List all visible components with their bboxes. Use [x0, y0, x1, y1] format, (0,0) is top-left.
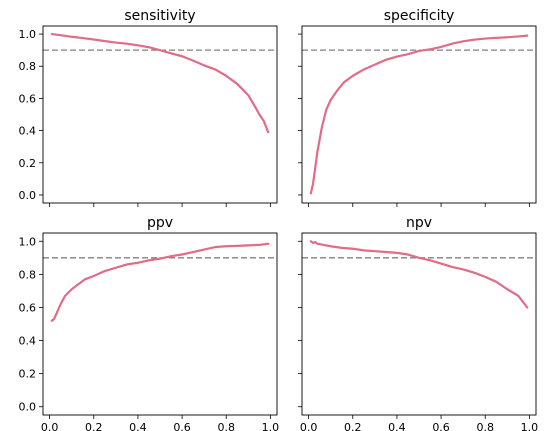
subplot-npv: npv 0.0 0.2 0.4 0.6 0.8 1.0 [298, 215, 538, 431]
series-line-ppv [50, 242, 270, 322]
axes-frame [301, 25, 537, 204]
y-tick-label: 0.6 [19, 92, 37, 105]
series-line-sensitivity [50, 32, 270, 134]
axes-frame [301, 232, 537, 416]
y-tick-label: 0.0 [19, 189, 37, 202]
y-tick-label: 0.2 [19, 368, 37, 381]
y-tick-label: 1.0 [19, 28, 37, 41]
x-tick-label: 0.4 [129, 421, 147, 431]
y-tick-label: 0.4 [19, 125, 37, 138]
x-tick-label: 0.6 [173, 421, 191, 431]
y-tick-label: 0.4 [19, 335, 37, 348]
x-tick-label: 0.0 [41, 421, 59, 431]
x-tick-label: 0.4 [388, 421, 406, 431]
subplot-sensitivity: sensitivity 0.0 0.2 0.4 0.6 0.8 1.0 [19, 8, 278, 207]
series-line-npv [309, 240, 529, 309]
x-tick-label: 0.6 [432, 421, 450, 431]
axes-frame [42, 232, 278, 416]
y-tick-label: 0.8 [19, 60, 37, 73]
y-tick-label: 0.6 [19, 301, 37, 314]
y-tick-label: 0.0 [19, 401, 37, 414]
y-tick-label: 1.0 [19, 235, 37, 248]
x-tick-label: 0.8 [476, 421, 494, 431]
y-tick-label: 0.2 [19, 157, 37, 170]
y-tick-label: 0.8 [19, 268, 37, 281]
x-tick-label: 0.2 [344, 421, 362, 431]
subplot-title: ppv [147, 215, 173, 231]
x-tick-label: 1.0 [521, 421, 539, 431]
subplot-title: specificity [384, 8, 455, 24]
subplot-title: sensitivity [124, 8, 195, 24]
subplot-title: npv [406, 215, 432, 231]
subplot-ppv: ppv 0.0 0.2 0.4 0.6 0.8 1.0 0.0 0.2 0.4 0.6 0.8 1.0 [19, 215, 280, 431]
subplot-specificity: specificity [298, 8, 537, 207]
x-tick-label: 0.8 [217, 421, 235, 431]
series-line-specificity [309, 34, 529, 195]
x-tick-label: 0.0 [300, 421, 318, 431]
axes-frame [42, 25, 278, 204]
x-tick-label: 1.0 [262, 421, 280, 431]
x-tick-label: 0.2 [85, 421, 103, 431]
